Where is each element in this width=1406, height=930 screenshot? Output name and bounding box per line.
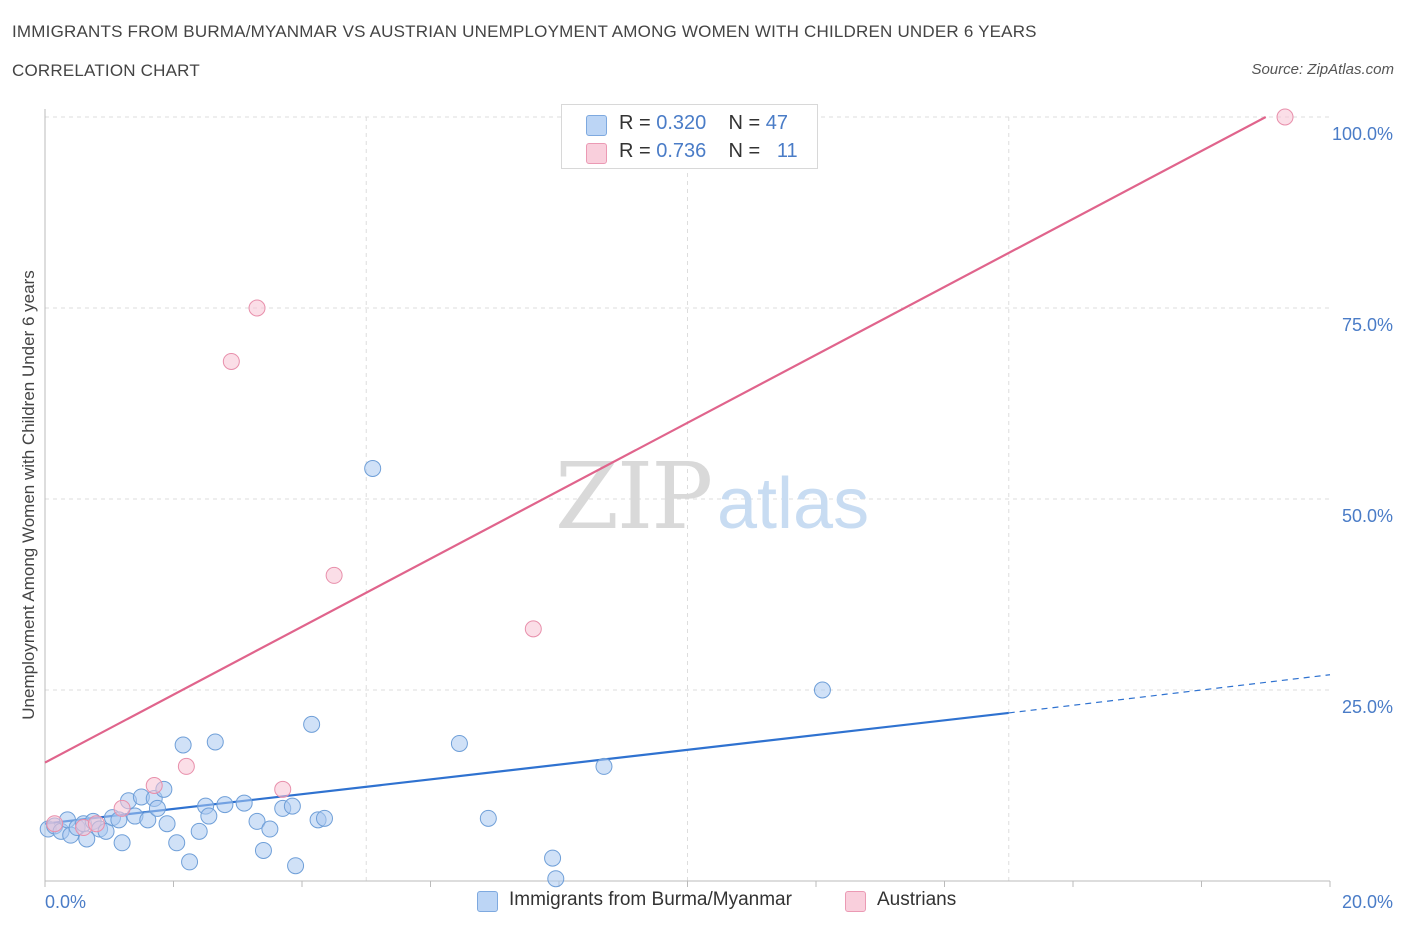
data-point-series0-42 [479, 809, 497, 827]
data-point-series0-40 [364, 459, 382, 477]
data-point-series0-44 [547, 870, 565, 888]
data-point-series0-30 [235, 794, 253, 812]
chart-subtitle: CORRELATION CHART [12, 61, 200, 80]
y-tick-label-1: 75.0% [1342, 315, 1393, 335]
x-tick-label-0: 0.0% [45, 892, 86, 912]
data-point-series1-6 [222, 352, 240, 370]
data-point-series0-32 [254, 841, 272, 859]
source-credit: Source: ZipAtlas.com [1251, 61, 1394, 78]
y-tick-label-0: 100.0% [1332, 124, 1393, 144]
data-point-series0-13 [113, 834, 131, 852]
series-swatch-burma [477, 891, 498, 912]
data-point-series0-41 [450, 734, 468, 752]
data-point-series0-39 [315, 809, 333, 827]
series-label-austrians: Austrians [877, 889, 957, 910]
data-point-series0-28 [206, 733, 224, 751]
legend-swatch-burma [586, 115, 607, 136]
data-point-series0-23 [174, 736, 192, 754]
data-point-series1-10 [524, 620, 542, 638]
legend-stats-austrians: R = 0.736 N = 11 [619, 140, 798, 162]
data-point-series1-5 [177, 757, 195, 775]
data-point-series0-33 [261, 820, 279, 838]
correlation-legend: R = 0.320 N = 47 R = 0.736 N = 11 [561, 104, 818, 169]
data-point-series0-35 [283, 797, 301, 815]
data-point-series0-19 [148, 799, 166, 817]
data-points [39, 108, 1294, 888]
legend-r-value-burma: 0.320 [656, 112, 707, 134]
legend-r-value-austrians: 0.736 [656, 140, 707, 162]
data-point-series0-21 [158, 815, 176, 833]
legend-stats-burma: R = 0.320 N = 47 [619, 112, 789, 134]
data-point-series1-3 [113, 799, 131, 817]
y-tick-label-3: 25.0% [1342, 697, 1393, 717]
x-tick-label-1: 20.0% [1342, 892, 1393, 912]
data-point-series0-24 [181, 853, 199, 871]
data-point-series1-4 [145, 777, 163, 794]
data-point-series0-46 [813, 681, 831, 699]
data-point-series1-9 [325, 566, 343, 584]
legend-n-value-burma: 47 [765, 112, 789, 134]
legend-swatch-austrians [586, 143, 607, 164]
data-point-series0-37 [303, 715, 321, 733]
y-tick-label-2: 50.0% [1342, 506, 1393, 526]
trend-line-1 [44, 116, 1267, 764]
series-label-burma: Immigrants from Burma/Myanmar [509, 889, 792, 910]
data-point-series0-31 [248, 812, 266, 830]
data-point-series0-45 [595, 757, 613, 775]
data-point-series1-7 [248, 299, 266, 317]
data-point-series1-2 [87, 815, 105, 833]
data-point-series0-43 [544, 849, 562, 867]
data-point-series1-8 [274, 780, 292, 798]
watermark: ZIP atlas [555, 443, 869, 550]
series-swatch-austrians [845, 891, 866, 912]
watermark-zip: ZIP [555, 443, 711, 550]
axes [44, 109, 1331, 887]
data-point-series0-29 [216, 796, 234, 814]
tick-labels: 100.0% 75.0% 50.0% 25.0% 0.0% 20.0% [45, 124, 1393, 912]
legend-n-value-austrians: 11 [776, 140, 798, 162]
data-point-series1-11 [1276, 108, 1294, 126]
trend-line-extension-0 [1008, 674, 1331, 714]
data-point-series1-0 [46, 815, 64, 833]
watermark-atlas: atlas [717, 464, 869, 544]
y-axis-label: Unemployment Among Women with Children U… [19, 270, 38, 719]
data-point-series0-25 [190, 822, 208, 840]
data-point-series0-27 [200, 807, 218, 825]
data-point-series0-36 [287, 857, 305, 875]
chart-title: IMMIGRANTS FROM BURMA/MYANMAR VS AUSTRIA… [12, 22, 1037, 41]
data-point-series0-17 [139, 811, 157, 829]
data-point-series0-22 [168, 834, 186, 852]
